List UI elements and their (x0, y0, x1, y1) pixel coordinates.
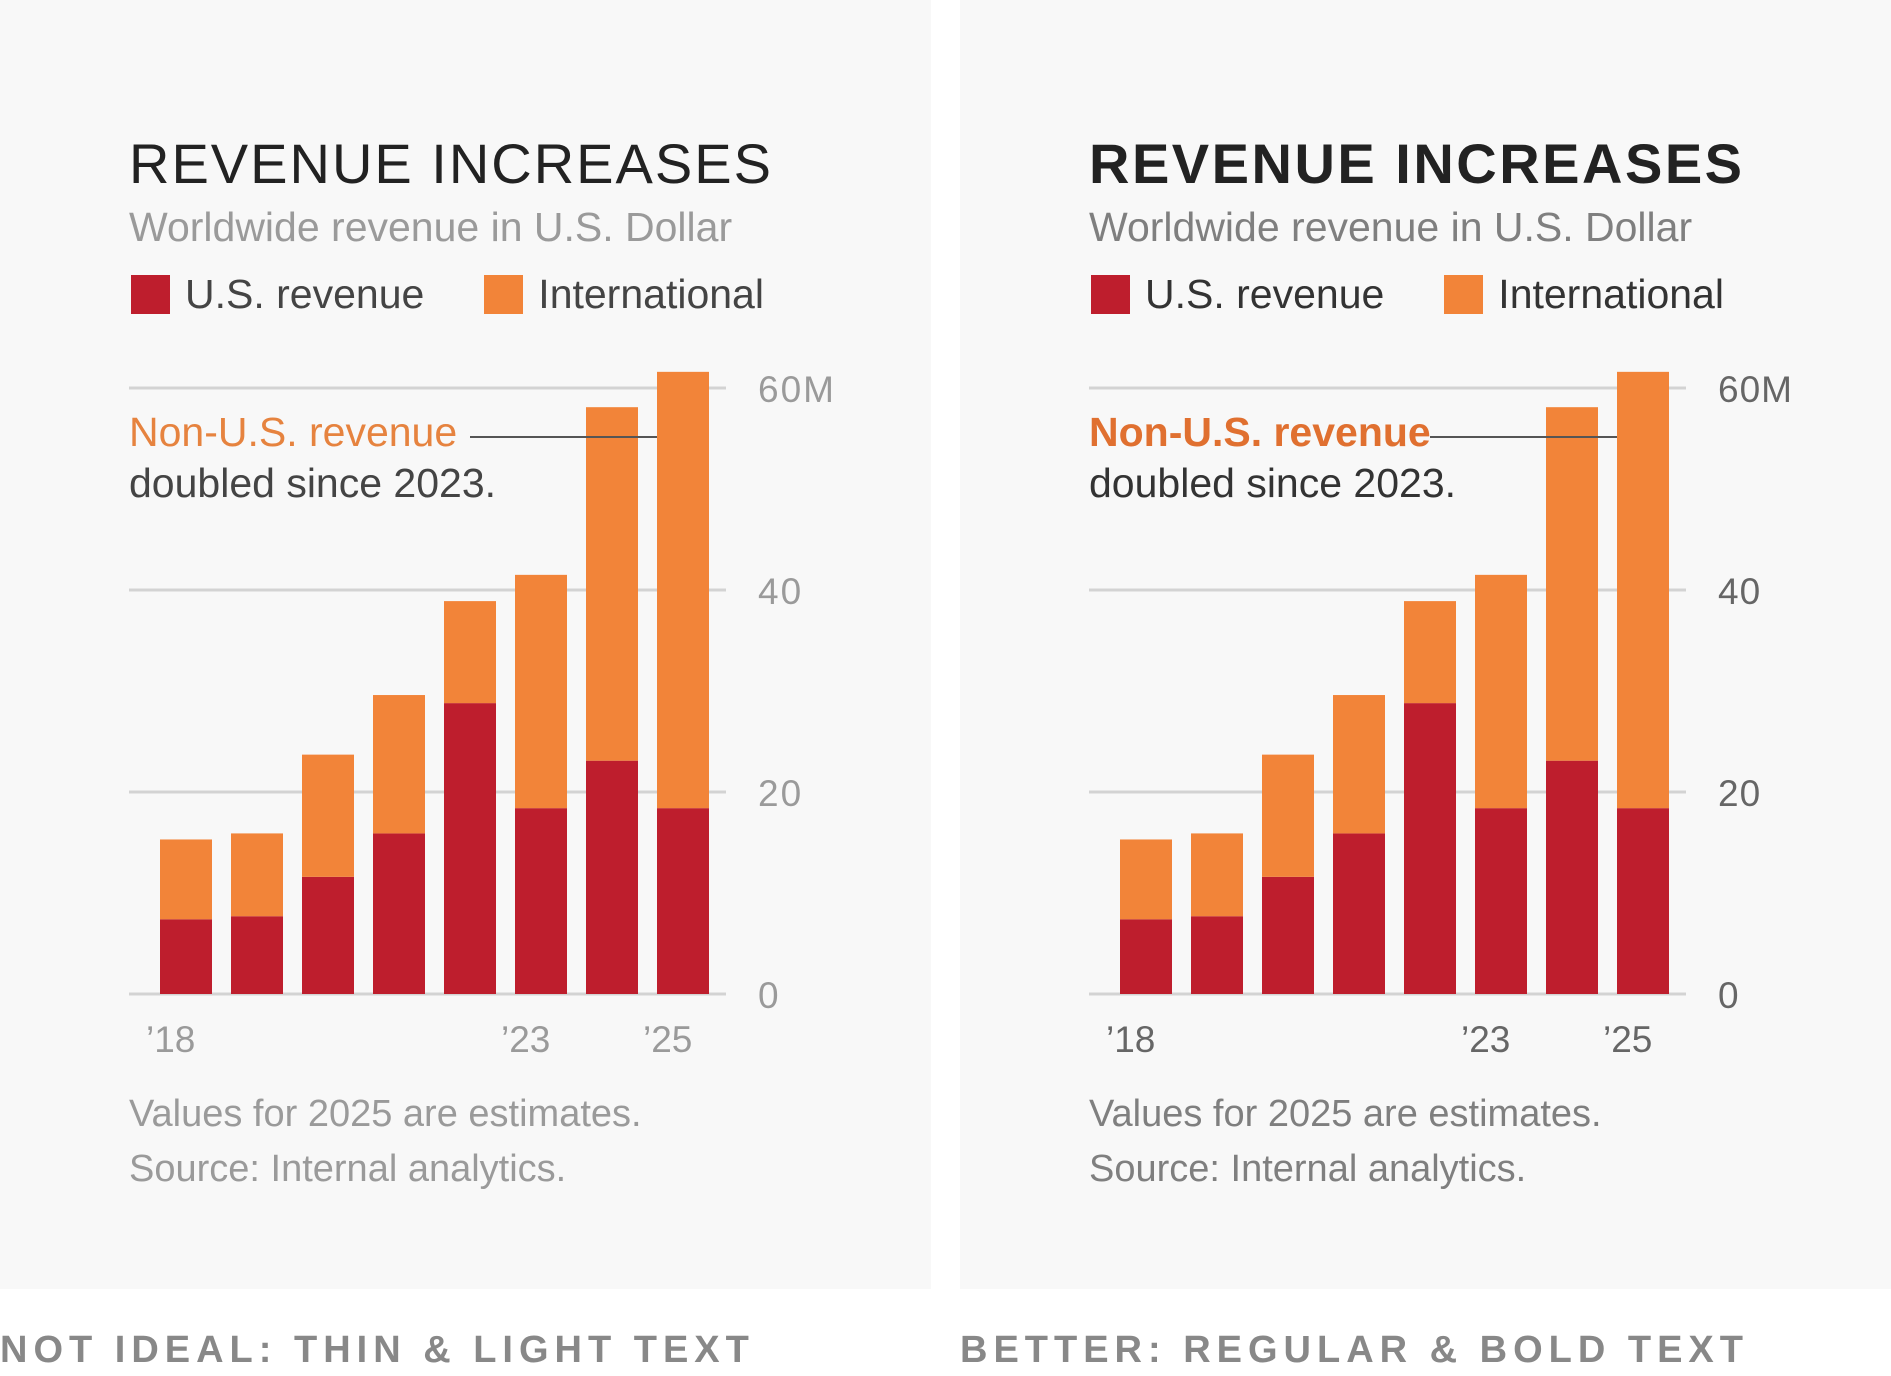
x-tick-label: ’25 (1603, 1019, 1652, 1060)
caption-better: BETTER: REGULAR & BOLD TEXT (960, 1329, 1749, 1371)
bar-us-revenue (1333, 833, 1385, 994)
legend-item-us: U.S. revenue (1091, 272, 1384, 316)
chart-subtitle: Worldwide revenue in U.S. Dollar (129, 204, 733, 250)
bar-us-revenue (657, 808, 709, 994)
y-tick-label: 40 (758, 571, 803, 612)
legend-swatch-us (131, 274, 170, 314)
chart-title: REVENUE INCREASES (1089, 132, 1745, 195)
y-tick-label: 20 (1718, 773, 1761, 814)
bar-international (373, 695, 425, 834)
bar-us-revenue (1120, 919, 1172, 994)
bar-international (515, 574, 567, 809)
annotation-text: doubled since 2023. (129, 460, 497, 506)
bar-international (657, 371, 709, 809)
chart-svg: 0 20 40 60M ’18 ’23 ’25 (1089, 369, 1793, 1060)
bar-us-revenue (1617, 808, 1669, 994)
caption-not-ideal: NOT IDEAL: THIN & LIGHT TEXT (0, 1329, 755, 1371)
footer-note: Values for 2025 are estimates. (129, 1093, 642, 1135)
bar-international (586, 407, 638, 761)
bar-international (1475, 574, 1527, 809)
bar-international (1191, 833, 1243, 917)
y-tick-label: 0 (758, 975, 781, 1016)
x-tick-label: ’23 (1461, 1019, 1510, 1060)
bar-international (231, 833, 283, 917)
y-tick-label: 20 (758, 773, 803, 814)
bar-international (1333, 695, 1385, 834)
legend-label: International (538, 271, 764, 317)
chart-title: REVENUE INCREASES (129, 132, 773, 195)
bar-international (1120, 839, 1172, 920)
chart-subtitle: Worldwide revenue in U.S. Dollar (1089, 204, 1693, 250)
bar-us-revenue (373, 833, 425, 994)
legend-swatch-international (484, 274, 524, 314)
bar-us-revenue (515, 808, 567, 994)
footer-note: Values for 2025 are estimates. (1089, 1093, 1602, 1135)
annotation-highlight: Non-U.S. revenue (1089, 409, 1431, 455)
chart-panel-thin: 0 20 40 60M ’18 ’23 ’25 REVENUE INCREASES Worl… (0, 0, 931, 1289)
bar-us-revenue (1475, 808, 1527, 994)
chart-panel-bold: 0 20 40 60M ’18 ’23 ’25 REVENUE INCREASES Worl… (960, 0, 1891, 1289)
x-tick-label: ’25 (643, 1019, 692, 1060)
x-tick-label: ’18 (1106, 1019, 1155, 1060)
bar-us-revenue (1262, 876, 1314, 994)
bar-international (1404, 601, 1456, 704)
legend-item-international: International (484, 272, 764, 316)
x-tick-label: ’18 (146, 1019, 195, 1060)
bar-international (1262, 754, 1314, 877)
bar-us-revenue (586, 760, 638, 994)
footer-source: Source: Internal analytics. (129, 1148, 567, 1190)
legend-swatch-us (1091, 274, 1130, 314)
y-tick-label: 60M (758, 369, 836, 410)
bar-international (160, 839, 212, 920)
y-tick-label: 0 (1718, 975, 1740, 1016)
bar-us-revenue (1191, 916, 1243, 994)
bar-us-revenue (444, 703, 496, 994)
legend: U.S. revenue International (131, 272, 824, 316)
bar-international (302, 754, 354, 877)
footer-source: Source: Internal analytics. (1089, 1148, 1527, 1190)
legend-swatch-international (1444, 274, 1484, 314)
bar-us-revenue (231, 916, 283, 994)
bar-international (444, 601, 496, 704)
bar-international (1546, 407, 1598, 761)
bar-us-revenue (160, 919, 212, 994)
legend-label: International (1498, 271, 1724, 317)
bar-us-revenue (302, 876, 354, 994)
legend: U.S. revenue International (1091, 272, 1784, 316)
legend-item-us: U.S. revenue (131, 272, 424, 316)
bar-us-revenue (1546, 760, 1598, 994)
annotation-highlight: Non-U.S. revenue (129, 409, 458, 455)
bar-international (1617, 371, 1669, 809)
y-tick-label: 40 (1718, 571, 1761, 612)
y-tick-label: 60M (1718, 369, 1793, 410)
legend-label: U.S. revenue (185, 271, 425, 317)
x-tick-label: ’23 (501, 1019, 550, 1060)
legend-label: U.S. revenue (1145, 271, 1385, 317)
annotation-text: doubled since 2023. (1089, 460, 1457, 506)
bar-us-revenue (1404, 703, 1456, 994)
chart-svg: 0 20 40 60M ’18 ’23 ’25 (129, 369, 836, 1060)
legend-item-international: International (1444, 272, 1724, 316)
